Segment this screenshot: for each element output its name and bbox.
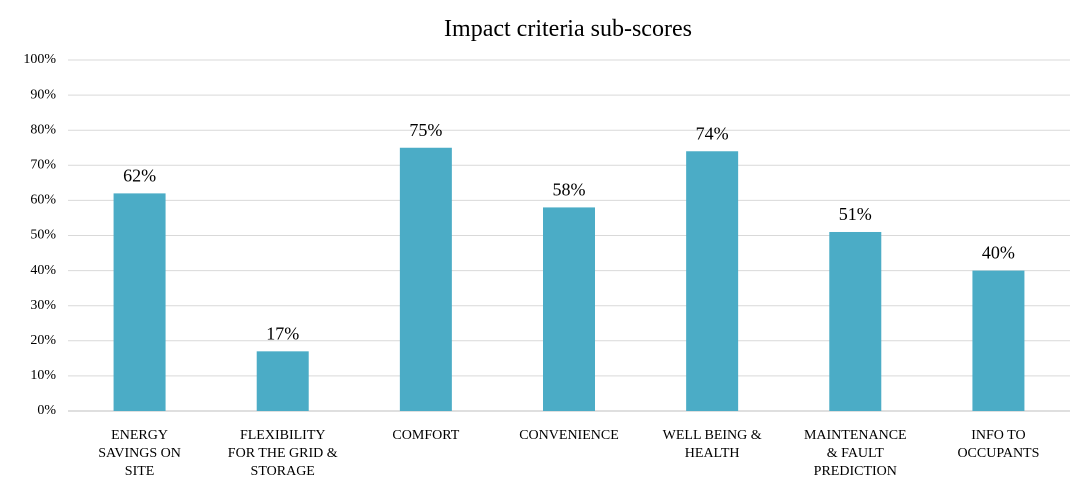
y-tick-label: 30% [30,298,56,313]
y-tick-label: 90% [30,87,56,102]
bar [256,351,309,411]
x-tick-label: INFO TO OCCUPANTS [957,428,1039,461]
x-tick-label: COMFORT [392,428,459,443]
y-tick-label: 40% [30,263,56,278]
y-tick-label: 50% [30,228,56,243]
y-tick-label: 0% [37,403,56,418]
x-tick-label: MAINTENANCE & FAULT PREDICTION [804,428,907,479]
y-tick-label: 20% [30,333,56,348]
data-label: 51% [839,204,872,224]
x-tick-label: CONVENIENCE [519,428,619,443]
y-tick-label: 80% [30,122,56,137]
y-tick-label: 60% [30,193,56,208]
y-tick-label: 70% [30,158,56,173]
bar [686,151,739,411]
data-label: 75% [409,120,442,140]
y-tick-label: 10% [30,368,56,383]
data-label: 17% [266,323,299,343]
x-tick-label: WELL BEING & HEALTH [663,428,762,461]
data-label: 40% [982,243,1015,263]
bar [972,270,1025,411]
bar [543,207,595,411]
bar [113,193,166,411]
x-tick-label: FLEXIBILITY FOR THE GRID & STORAGE [228,428,338,479]
chart-title: Impact criteria sub-scores [444,16,692,42]
bar [399,147,452,411]
data-label: 74% [696,123,729,143]
bar [829,231,882,411]
x-tick-label: ENERGY SAVINGS ON SITE [98,428,181,479]
data-label: 62% [123,165,156,185]
data-label: 58% [553,179,586,199]
y-tick-label: 100% [23,52,56,67]
